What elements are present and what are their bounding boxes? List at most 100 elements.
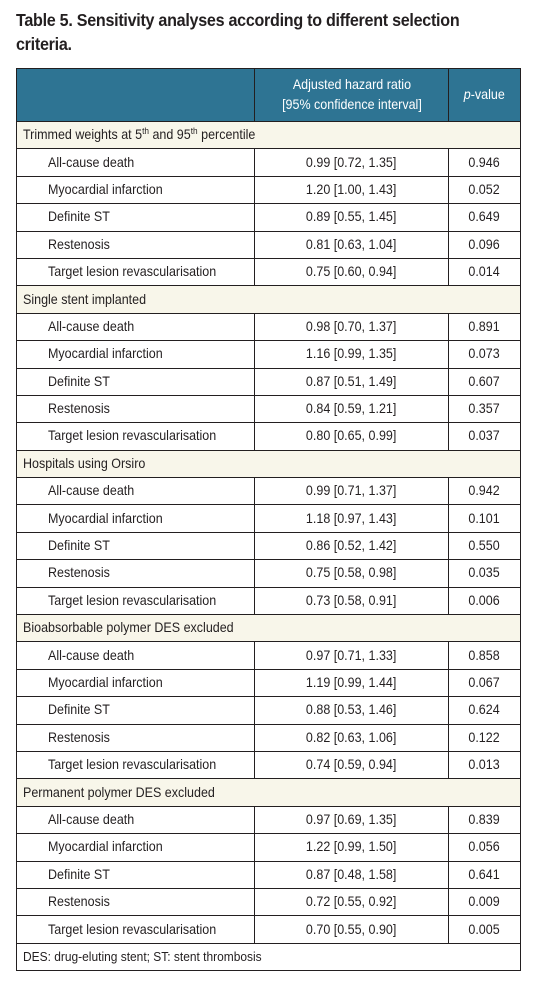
row-p-value: 0.624 <box>468 702 501 718</box>
table-row: Target lesion revascularisation 0.80 [0.6… <box>16 422 521 451</box>
row-outcome: All-cause death <box>48 647 135 663</box>
group-row: Single stent implanted <box>16 285 521 314</box>
row-hazard-ratio: 1.18 [0.97, 1.43] <box>306 510 397 526</box>
row-p-value: 0.014 <box>468 264 501 280</box>
row-outcome: Restenosis <box>48 894 110 910</box>
row-hazard-ratio: 0.84 [0.59, 1.21] <box>306 401 397 417</box>
header-hazard-ratio: Adjusted hazard ratio [95% confidence in… <box>254 68 449 122</box>
row-p-value: 0.067 <box>468 675 501 690</box>
row-hazard-ratio: 0.74 [0.59, 0.94] <box>306 757 397 773</box>
table-header-row: Adjusted hazard ratio [95% confidence in… <box>16 68 521 122</box>
row-outcome: Target lesion revascularisation <box>48 428 217 444</box>
row-outcome: Target lesion revascularisation <box>48 264 217 280</box>
row-p-value: 0.858 <box>468 647 501 663</box>
header-p-value: p-value <box>448 68 521 122</box>
row-hazard-ratio: 0.98 [0.70, 1.37] <box>306 318 397 334</box>
row-p-value: 0.037 <box>468 428 501 444</box>
row-p-value: 0.013 <box>468 757 501 773</box>
row-p-value: 0.052 <box>468 181 501 197</box>
table-row: Definite ST 0.87 [0.48, 1.58] 0.641 <box>16 860 521 889</box>
row-hazard-ratio: 0.88 [0.53, 1.46] <box>306 702 397 718</box>
row-outcome: Myocardial infarction <box>48 839 163 855</box>
row-outcome: All-cause death <box>48 154 135 170</box>
row-p-value: 0.946 <box>468 154 501 170</box>
row-outcome: Myocardial infarction <box>48 675 163 690</box>
header-hazard-ratio-line1: Adjusted hazard ratio <box>292 77 411 92</box>
row-outcome: Definite ST <box>48 538 110 554</box>
row-p-value: 0.607 <box>468 373 501 389</box>
row-hazard-ratio: 0.80 [0.65, 0.99] <box>306 428 397 444</box>
table-title: Table 5. Sensitivity analyses according … <box>16 10 460 54</box>
row-hazard-ratio: 0.82 [0.63, 1.06] <box>306 729 397 745</box>
table-row: Target lesion revascularisation 0.70 [0.5… <box>16 915 521 944</box>
table-row: Myocardial infarction 1.16 [0.99, 1.35] 0.… <box>16 340 521 369</box>
row-p-value: 0.891 <box>468 318 501 334</box>
row-p-value: 0.035 <box>468 565 501 581</box>
row-p-value: 0.550 <box>468 538 501 554</box>
row-outcome: Restenosis <box>48 729 110 745</box>
row-hazard-ratio: 0.75 [0.60, 0.94] <box>306 264 397 280</box>
table-row: Myocardial infarction 1.20 [1.00, 1.43] 0.… <box>16 175 521 205</box>
header-p-italic: p <box>463 87 471 102</box>
table-row: All-cause death 0.99 [0.71, 1.37] 0.942 <box>16 477 521 506</box>
row-hazard-ratio: 0.97 [0.69, 1.35] <box>306 811 397 827</box>
row-outcome: Target lesion revascularisation <box>48 592 217 608</box>
group-row: Hospitals using Orsiro <box>16 449 521 479</box>
table-row: Definite ST 0.88 [0.53, 1.46] 0.624 <box>16 696 521 725</box>
row-p-value: 0.056 <box>468 839 501 855</box>
row-hazard-ratio: 0.87 [0.48, 1.58] <box>306 866 397 882</box>
table-row: Definite ST 0.87 [0.51, 1.49] 0.607 <box>16 367 521 396</box>
table-row: Myocardial infarction 1.19 [0.99, 1.44] 0.… <box>16 668 521 698</box>
header-hazard-ratio-line2: [95% confidence interval] <box>281 97 422 112</box>
row-hazard-ratio: 1.19 [0.99, 1.44] <box>306 675 397 690</box>
footnote-row: DES: drug-eluting stent; ST: stent throm… <box>16 942 521 971</box>
row-p-value: 0.009 <box>468 894 501 910</box>
row-outcome: Myocardial infarction <box>48 181 163 197</box>
row-hazard-ratio: 0.75 [0.58, 0.98] <box>306 565 397 581</box>
table-row: All-cause death 0.97 [0.69, 1.35] 0.839 <box>16 805 521 835</box>
row-outcome: Target lesion revascularisation <box>48 757 217 773</box>
table-row: Myocardial infarction 1.22 [0.99, 1.50] 0.… <box>16 833 521 862</box>
row-p-value: 0.839 <box>468 811 501 827</box>
row-hazard-ratio: 0.89 [0.55, 1.45] <box>306 209 397 225</box>
row-outcome: Myocardial infarction <box>48 346 163 362</box>
row-outcome: Definite ST <box>48 373 110 389</box>
row-hazard-ratio: 0.73 [0.58, 0.91] <box>306 592 397 608</box>
table-row: All-cause death 0.98 [0.70, 1.37] 0.891 <box>16 312 521 342</box>
row-outcome: All-cause death <box>48 318 135 334</box>
table-body: Trimmed weights at 5th and 95th percenti… <box>16 120 521 971</box>
row-hazard-ratio: 0.99 [0.72, 1.35] <box>306 154 397 170</box>
table-row: Restenosis 0.75 [0.58, 0.98] 0.035 <box>16 559 521 588</box>
table-row: Target lesion revascularisation 0.74 [0.5… <box>16 750 521 780</box>
group-label: Hospitals using Orsiro <box>23 455 146 471</box>
group-label: Trimmed weights at 5th and 95th percenti… <box>16 120 521 150</box>
table-row: Restenosis 0.81 [0.63, 1.04] 0.096 <box>16 230 521 259</box>
row-p-value: 0.649 <box>468 209 501 225</box>
header-outcome <box>16 68 255 122</box>
row-hazard-ratio: 0.70 [0.55, 0.90] <box>306 921 397 937</box>
row-outcome: All-cause death <box>48 483 135 499</box>
row-hazard-ratio: 1.20 [1.00, 1.43] <box>306 181 397 197</box>
row-hazard-ratio: 0.86 [0.52, 1.42] <box>306 538 397 554</box>
row-p-value: 0.096 <box>468 236 501 252</box>
row-p-value: 0.005 <box>468 921 501 937</box>
group-row: Trimmed weights at 5th and 95th percenti… <box>16 120 521 150</box>
table-row: Restenosis 0.82 [0.63, 1.06] 0.122 <box>16 723 521 752</box>
table-row: Target lesion revascularisation 0.73 [0.5… <box>16 586 521 616</box>
row-hazard-ratio: 0.97 [0.71, 1.33] <box>306 647 397 663</box>
table-row: All-cause death 0.97 [0.71, 1.33] 0.858 <box>16 641 521 670</box>
row-hazard-ratio: 0.72 [0.55, 0.92] <box>306 894 397 910</box>
group-label: Bioabsorbable polymer DES excluded <box>23 620 234 636</box>
table-footnote: DES: drug-eluting stent; ST: stent throm… <box>23 948 262 964</box>
row-p-value: 0.073 <box>468 346 501 362</box>
row-p-value: 0.006 <box>468 592 501 608</box>
row-outcome: Definite ST <box>48 866 110 882</box>
row-hazard-ratio: 0.87 [0.51, 1.49] <box>306 373 397 389</box>
row-hazard-ratio: 0.81 [0.63, 1.04] <box>306 236 397 252</box>
row-outcome: Definite ST <box>48 209 110 225</box>
table-row: All-cause death 0.99 [0.72, 1.35] 0.946 <box>16 148 521 177</box>
row-hazard-ratio: 0.99 [0.71, 1.37] <box>306 483 397 499</box>
row-outcome: Restenosis <box>48 401 110 417</box>
row-p-value: 0.942 <box>468 483 501 499</box>
row-p-value: 0.357 <box>468 401 501 417</box>
